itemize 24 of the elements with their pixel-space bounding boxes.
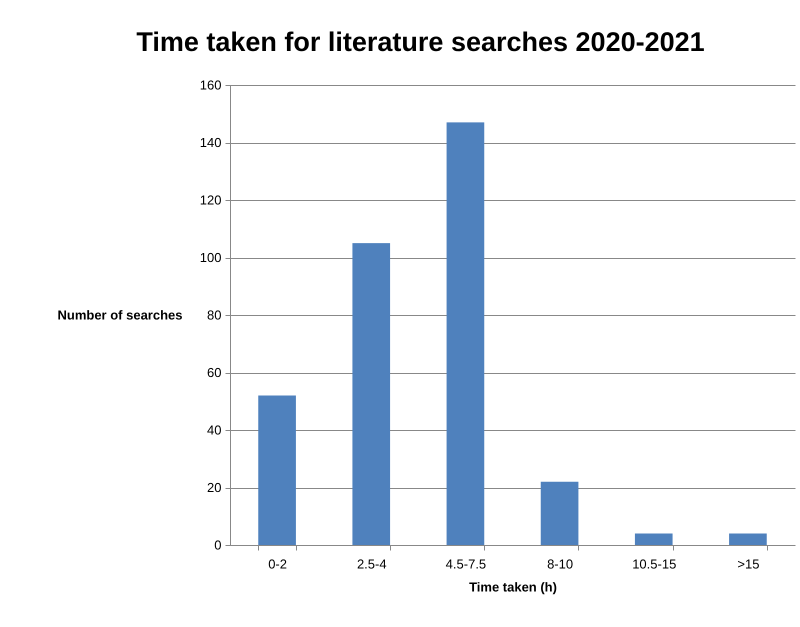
y-tick-label: 140 <box>200 135 222 150</box>
y-axis-title: Number of searches <box>58 308 182 322</box>
y-tick-label: 0 <box>214 538 222 552</box>
bar <box>729 534 767 545</box>
x-tick-label: 0-2 <box>268 556 287 572</box>
y-tick-label: 80 <box>207 308 222 322</box>
chart-title: Time taken for literature searches 2020-2021 <box>136 27 705 57</box>
x-tick-label: 8-10 <box>547 556 574 572</box>
bar <box>352 243 390 545</box>
x-tick-label: >15 <box>737 556 760 572</box>
y-tick-label: 60 <box>207 365 222 380</box>
y-tick-label: 20 <box>207 480 222 495</box>
y-tick-label: 120 <box>200 192 222 208</box>
bar <box>540 482 578 545</box>
bar <box>258 396 296 545</box>
x-tick-label: 2.5-4 <box>356 556 387 572</box>
x-tick-label: 10.5-15 <box>632 556 676 572</box>
y-tick-label: 100 <box>200 250 222 265</box>
y-tick-label: 160 <box>200 78 222 92</box>
bar <box>446 122 484 545</box>
x-axis-title: Time taken (h) <box>469 580 557 594</box>
x-tick-label: 4.5-7.5 <box>446 556 486 572</box>
y-tick-label: 40 <box>207 422 222 438</box>
bar <box>634 534 673 545</box>
